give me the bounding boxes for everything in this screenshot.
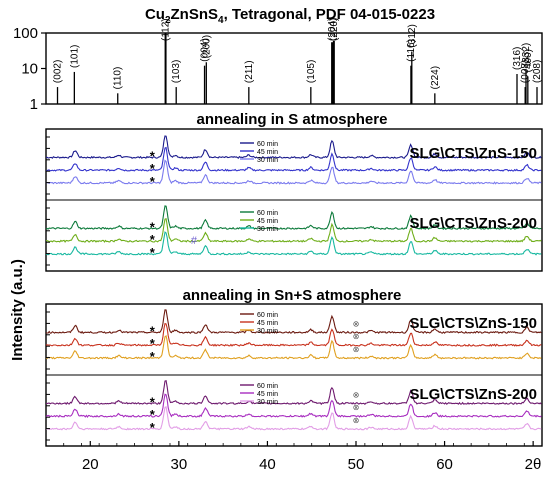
xrd-trace-30-min bbox=[45, 231, 542, 256]
x-tick-label: 40 bbox=[259, 456, 276, 473]
xrd-trace-45-min bbox=[45, 217, 542, 243]
diffraction-panels: * 60 min * 45 min * 30 min SLG\CTS\ZnS-150 * 60 … bbox=[45, 135, 542, 441]
chart-title: Cu2ZnSnS4, Tetragonal, PDF 04-015-0223 bbox=[145, 6, 435, 26]
reference-peak-label: (103) bbox=[171, 60, 182, 83]
legend-label: 45 min bbox=[257, 391, 278, 398]
reference-peak-label: (204) bbox=[327, 18, 338, 41]
reference-peak-label: (332) bbox=[521, 43, 532, 66]
panel-2: * 60 min * 45 min * 30 min # SLG\CTS\ZnS-200 bbox=[45, 205, 542, 266]
panel-4: * 60 min * 45 min * 30 min ⊗ ⊗ ⊗ SLG\CTS\ZnS-200 bbox=[45, 380, 542, 441]
sns-phase-marker: ⊗ bbox=[353, 345, 360, 354]
kesterite-star-marker: * bbox=[150, 161, 156, 176]
xrd-trace-45-min bbox=[45, 146, 542, 172]
legend-label: 60 min bbox=[257, 141, 278, 148]
sns-phase-marker: ⊗ bbox=[353, 416, 360, 425]
xrd-trace-60-min bbox=[45, 205, 542, 230]
sns-phase-marker: ⊗ bbox=[353, 403, 360, 412]
ref-y-tick-label: 100 bbox=[13, 25, 38, 42]
reference-peak-label: (312) bbox=[407, 24, 418, 47]
ref-y-tick-label: 10 bbox=[21, 61, 38, 78]
legend-label: 30 min bbox=[257, 157, 278, 164]
sample-label: SLG\CTS\ZnS-200 bbox=[409, 386, 537, 403]
legend-label: 60 min bbox=[257, 383, 278, 390]
reference-peak-label: (110) bbox=[113, 67, 124, 90]
legend-label: 60 min bbox=[257, 312, 278, 319]
legend-label: 30 min bbox=[257, 399, 278, 406]
kesterite-star-marker: * bbox=[150, 420, 156, 435]
legend-label: 30 min bbox=[257, 328, 278, 335]
legend-label: 30 min bbox=[257, 226, 278, 233]
section-title-sns: annealing in Sn+S atmosphere bbox=[183, 287, 402, 304]
panel-3: * 60 min * 45 min * 30 min ⊗ ⊗ ⊗ SLG\CTS\ZnS-150 bbox=[45, 309, 542, 370]
reference-peak-label: (211) bbox=[244, 60, 255, 83]
xrd-trace-60-min bbox=[45, 380, 542, 406]
x-tick-label: 60 bbox=[436, 456, 453, 473]
legend-label: 60 min bbox=[257, 210, 278, 217]
legend-label: 45 min bbox=[257, 149, 278, 156]
reference-peak-label: (400) bbox=[523, 49, 534, 72]
secondary-phase-marker: # bbox=[191, 235, 198, 247]
sns-phase-marker: ⊗ bbox=[353, 390, 360, 399]
reference-peak-label: (200) bbox=[201, 35, 212, 58]
reference-peak-label: (101) bbox=[69, 45, 80, 68]
legend-label: 45 min bbox=[257, 218, 278, 225]
sample-label: SLG\CTS\ZnS-150 bbox=[409, 315, 537, 332]
xrd-trace-30-min bbox=[46, 406, 542, 431]
y-axis-label: Intensity (a.u.) bbox=[9, 259, 26, 361]
kesterite-star-marker: * bbox=[150, 323, 156, 338]
kesterite-star-marker: * bbox=[150, 219, 156, 234]
x-axis-ticks: 20 30 40 50 60 2θ bbox=[45, 441, 543, 473]
reference-peak-label: (208) bbox=[532, 60, 543, 83]
kesterite-star-marker: * bbox=[150, 245, 156, 260]
reference-peak-label: (220) bbox=[329, 18, 340, 41]
xrd-trace-60-min bbox=[45, 135, 542, 159]
xrd-trace-30-min bbox=[45, 159, 542, 185]
reference-peak-label: (004) bbox=[200, 38, 211, 61]
sns-phase-marker: ⊗ bbox=[353, 319, 360, 328]
sample-label: SLG\CTS\ZnS-150 bbox=[409, 145, 537, 162]
reference-pattern: 1 10 100 (002) (101) (110) (112) (103) (004)(200… bbox=[13, 18, 543, 113]
x-tick-label: 50 bbox=[348, 456, 365, 473]
reference-peak-label: (002) bbox=[53, 60, 64, 83]
panel-1: * 60 min * 45 min * 30 min SLG\CTS\ZnS-150 bbox=[45, 135, 542, 195]
ref-y-tick-label: 1 bbox=[30, 96, 38, 113]
x-tick-label: 20 bbox=[82, 456, 99, 473]
reference-peak-label: (116) bbox=[406, 39, 417, 62]
kesterite-star-marker: * bbox=[150, 394, 156, 409]
kesterite-star-marker: * bbox=[150, 407, 156, 422]
reference-peak-label: (105) bbox=[306, 60, 317, 83]
kesterite-star-marker: * bbox=[150, 148, 156, 163]
kesterite-star-marker: * bbox=[150, 174, 156, 189]
kesterite-star-marker: * bbox=[150, 349, 156, 364]
x-tick-label: 2θ bbox=[525, 456, 542, 473]
xrd-trace-45-min bbox=[45, 322, 542, 347]
reference-peak-label: (112) bbox=[161, 18, 172, 41]
sns-phase-marker: ⊗ bbox=[353, 332, 360, 341]
xrd-trace-60-min bbox=[45, 309, 542, 335]
kesterite-star-marker: * bbox=[150, 232, 156, 247]
xrd-trace-45-min bbox=[45, 393, 542, 418]
reference-peak-label: (224) bbox=[430, 66, 441, 89]
reference-peak-label: (316) bbox=[512, 47, 523, 70]
sample-label: SLG\CTS\ZnS-200 bbox=[409, 215, 537, 232]
section-title-s: annealing in S atmosphere bbox=[197, 111, 388, 128]
legend-label: 45 min bbox=[257, 320, 278, 327]
xrd-trace-30-min bbox=[45, 334, 542, 360]
kesterite-star-marker: * bbox=[150, 336, 156, 351]
x-tick-label: 30 bbox=[171, 456, 188, 473]
